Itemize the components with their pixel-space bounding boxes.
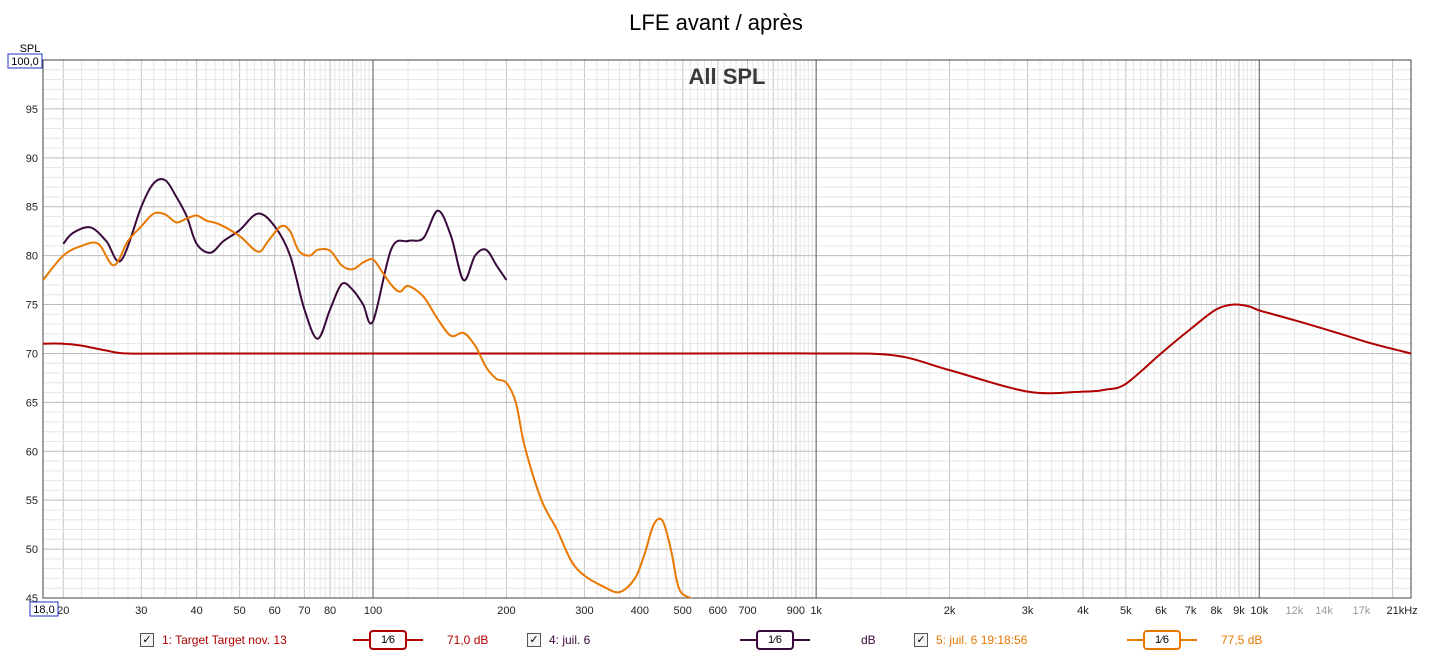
legend-line-juil6-19 [1127,639,1143,641]
legend-line-juil6 [740,639,756,641]
x-tick-label: 900 [787,605,805,617]
legend-value-juil6: dB [861,628,876,652]
y-tick-label: 90 [26,153,38,165]
x-tick-label: 700 [738,605,756,617]
series-line-target [43,303,1411,395]
y-unit-label: SPL [20,43,41,55]
legend-value-juil6-19-text: 77,5 dB [1221,633,1263,647]
x-tick-label: 8k [1211,605,1223,617]
x-tick-label: 9k [1233,605,1245,617]
minor-gridlines [43,59,1411,599]
x-tick-label: 4k [1077,605,1089,617]
x-tick-label: 6k [1155,605,1167,617]
chart-title: LFE avant / après [629,10,803,35]
x-tick-label: 40 [191,605,203,617]
x-tick-label: 3k [1022,605,1034,617]
y-tick-label: 65 [26,397,38,409]
smoothing-button-juil6[interactable]: 1⁄6 [756,630,794,650]
legend-checkbox-target[interactable]: ✓ [140,633,154,647]
legend-item-juil6: ✓ 4: juil. 6 [527,628,590,652]
x-axis-ticks: 20 30 40 50 60 70 80 100 200 300 400 500 600 700 900 1k… [57,605,1417,617]
legend-value-target: 71,0 dB [447,628,488,652]
y-max-value: 100,0 [11,56,39,68]
legend-value-juil6-19: 77,5 dB [1221,628,1262,652]
legend-line-target [407,639,423,641]
x-tick-label: 200 [497,605,515,617]
x-tick-label: 21kHz [1386,605,1417,617]
x-min-value: 18,0 [33,604,54,616]
x-tick-label: 500 [674,605,692,617]
legend-checkbox-juil6[interactable]: ✓ [527,633,541,647]
x-tick-label: 1k [810,605,822,617]
y-tick-label: 60 [26,446,38,458]
legend-line-juil6 [794,639,810,641]
legend-label-juil6-19: 5: juil. 6 19:18:56 [936,633,1028,647]
legend-label-target: 1: Target Target nov. 13 [162,633,287,647]
x-tick-label: 10k [1250,605,1268,617]
plot-area [42,59,1412,599]
x-tick-label: 60 [269,605,281,617]
x-tick-label: 14k [1315,605,1333,617]
legend-checkbox-juil6-19[interactable]: ✓ [914,633,928,647]
legend-item-juil6-19: ✓ 5: juil. 6 19:18:56 [914,628,1027,652]
y-tick-label: 55 [26,495,38,507]
y-tick-label: 50 [26,544,38,556]
x-tick-label: 80 [324,605,336,617]
y-tick-label: 70 [26,348,38,360]
x-tick-label: 12k [1285,605,1303,617]
y-tick-label: 75 [26,300,38,312]
x-tick-label: 2k [944,605,956,617]
x-tick-label: 20 [57,605,69,617]
x-tick-label: 400 [631,605,649,617]
plot-frame [42,59,1412,599]
legend-value-target-text: 71,0 dB [447,633,489,647]
x-tick-label: 30 [135,605,147,617]
x-tick-label: 600 [709,605,727,617]
legend-line-juil6-19 [1181,639,1197,641]
x-tick-label: 5k [1120,605,1132,617]
legend-smoothing-juil6-19: 1⁄6 [1127,628,1197,652]
legend-smoothing-target: 1⁄6 [353,628,423,652]
y-max-box[interactable] [7,53,43,69]
y-tick-label: 85 [26,202,38,214]
legend-line-target [353,639,369,641]
plot-title: All SPL [688,64,765,89]
smoothing-button-target[interactable]: 1⁄6 [369,630,407,650]
legend-label-juil6: 4: juil. 6 [549,633,591,647]
legend-item-target: ✓ 1: Target Target nov. 13 [140,628,287,652]
x-min-box[interactable] [29,601,59,617]
series-line-juil6_19 [43,211,693,598]
y-tick-label: 95 [26,104,38,116]
x-tick-label: 100 [364,605,382,617]
x-tick-label: 50 [233,605,245,617]
y-tick-label: 80 [26,251,38,263]
x-tick-label: 70 [298,605,310,617]
legend-value-juil6-text: dB [861,633,876,647]
smoothing-button-juil6-19[interactable]: 1⁄6 [1143,630,1181,650]
series-layer [43,178,1411,598]
series-line-juil6 [62,178,508,340]
major-gridlines [372,60,1260,598]
legend-smoothing-juil6: 1⁄6 [740,628,810,652]
x-tick-label: 17k [1353,605,1371,617]
x-tick-label: 300 [575,605,593,617]
x-tick-label: 7k [1185,605,1197,617]
